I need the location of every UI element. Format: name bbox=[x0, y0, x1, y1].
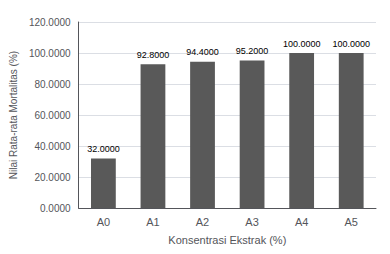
svg-text:A3: A3 bbox=[245, 216, 258, 228]
svg-text:40.0000: 40.0000 bbox=[34, 141, 71, 152]
svg-text:A5: A5 bbox=[344, 216, 357, 228]
svg-text:0.0000: 0.0000 bbox=[40, 203, 71, 214]
svg-text:80.0000: 80.0000 bbox=[34, 79, 71, 90]
svg-text:100.0000: 100.0000 bbox=[283, 39, 321, 49]
svg-text:100.0000: 100.0000 bbox=[29, 48, 71, 59]
svg-text:94.4000: 94.4000 bbox=[186, 47, 219, 57]
svg-text:95.2000: 95.2000 bbox=[236, 46, 269, 56]
svg-text:120.0000: 120.0000 bbox=[29, 17, 71, 28]
svg-text:A0: A0 bbox=[97, 216, 110, 228]
svg-text:100.0000: 100.0000 bbox=[332, 39, 370, 49]
svg-text:92.8000: 92.8000 bbox=[137, 50, 170, 60]
svg-text:20.0000: 20.0000 bbox=[34, 172, 71, 183]
svg-text:A4: A4 bbox=[295, 216, 308, 228]
svg-text:Nilai Rata-rata Mortalitas (%): Nilai Rata-rata Mortalitas (%) bbox=[8, 51, 19, 179]
svg-text:32.0000: 32.0000 bbox=[87, 144, 120, 154]
svg-text:A1: A1 bbox=[146, 216, 159, 228]
svg-text:60.0000: 60.0000 bbox=[34, 110, 71, 121]
svg-text:Konsentrasi Ekstrak (%): Konsentrasi Ekstrak (%) bbox=[168, 234, 286, 246]
svg-text:A2: A2 bbox=[196, 216, 209, 228]
